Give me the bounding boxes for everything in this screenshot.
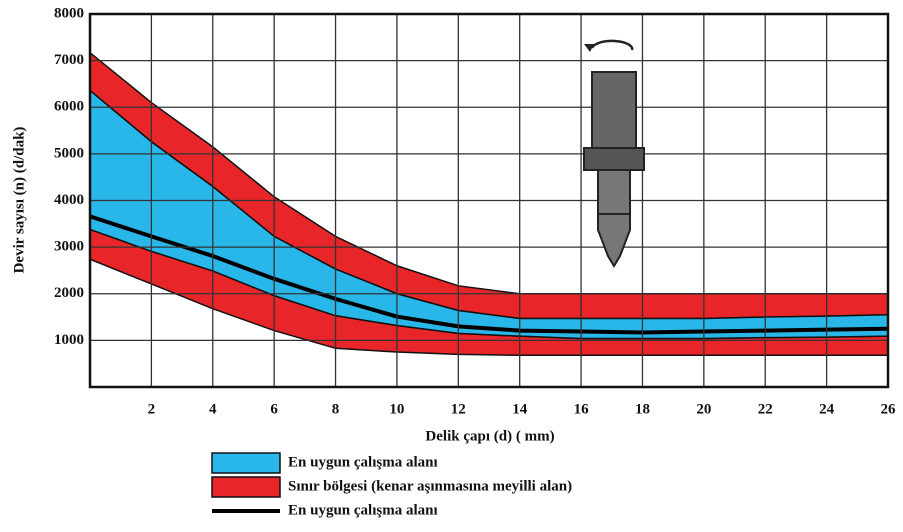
drill-shank (591, 71, 637, 149)
x-tick-label: 12 (451, 401, 466, 417)
y-tick-label: 5000 (54, 145, 84, 161)
x-axis-label: Delik çapı (d) ( mm) (425, 428, 554, 444)
rotation-arrowhead (584, 44, 594, 52)
y-tick-label: 6000 (54, 99, 84, 115)
x-tick-label: 8 (332, 401, 340, 417)
y-axis-label: Devir sayısı (n) (d/dak) (11, 127, 27, 274)
x-tick-label: 26 (881, 401, 897, 417)
legend-swatch (211, 452, 281, 474)
legend-label: En uygun çalışma alanı (288, 502, 438, 518)
x-tick-label: 10 (389, 401, 404, 417)
legend: En uygun çalışma alanı Sınır bölgesi (ken… (211, 452, 572, 518)
x-tick-label: 14 (512, 401, 528, 417)
line (89, 214, 889, 335)
x-tick-label: 6 (270, 401, 278, 417)
y-tick-label: 2000 (54, 285, 84, 301)
y-tick-label: 8000 (54, 5, 84, 21)
legend-swatch (211, 476, 281, 498)
x-tick-label: 16 (574, 401, 590, 417)
x-tick-label: 18 (635, 401, 650, 417)
rotation-arrow (590, 39, 634, 51)
y-tick-label: 4000 (54, 192, 84, 208)
plot-frame (88, 12, 890, 389)
plot-area (88, 12, 890, 389)
legend-label: En uygun çalışma alanı (288, 454, 438, 470)
y-tick-label: 7000 (54, 52, 84, 68)
drill-illustration (583, 39, 645, 268)
legend-label: Sınır bölgesi (kenar aşınmasına meyilli … (288, 478, 572, 494)
y-tick-label: 1000 (54, 332, 84, 348)
x-tick-label: 2 (148, 401, 156, 417)
data-layer (89, 51, 889, 357)
x-tick-label: 4 (209, 401, 217, 417)
y-tick-label: 3000 (54, 239, 84, 255)
x-tick-label: 22 (758, 401, 773, 417)
drill-collar (583, 147, 645, 171)
x-tick-label: 20 (696, 401, 711, 417)
drill-body (597, 169, 631, 268)
x-tick-label: 24 (819, 401, 835, 417)
